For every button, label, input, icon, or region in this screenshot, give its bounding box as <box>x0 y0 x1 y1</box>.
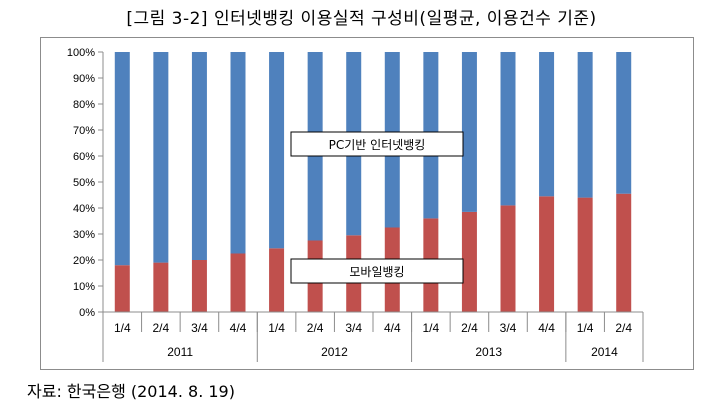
label-mobile-banking-box <box>290 258 464 284</box>
chart-frame: 0% 10% 20% 30% 40% 50% 60% 70% 80% 90% 100% 1/4 2/4… <box>40 37 694 370</box>
bar-mobile-banking <box>616 193 632 312</box>
chart-title: [그림 3-2] 인터넷뱅킹 이용실적 구성비(일평균, 이용건수 기준) <box>126 9 597 29</box>
bar-pc-banking <box>191 52 207 260</box>
bar-pc-banking <box>616 52 632 194</box>
y-tick-label: 20% <box>73 255 95 267</box>
x-category-label: 4/4 <box>538 321 555 335</box>
y-tick-label: 90% <box>73 73 95 85</box>
bar-pc-banking <box>500 52 516 206</box>
y-tick-label: 100% <box>67 47 95 59</box>
x-category-label: 1/4 <box>268 321 285 335</box>
x-category-label: 3/4 <box>191 321 208 335</box>
year-label: 2011 <box>167 345 193 359</box>
x-category-label: 2/4 <box>615 321 632 335</box>
bar-mobile-banking <box>269 248 285 312</box>
x-category-label: 4/4 <box>384 321 401 335</box>
bar-pc-banking <box>539 52 555 197</box>
bar-mobile-banking <box>500 205 516 312</box>
bar-pc-banking <box>230 52 246 254</box>
y-tick-label: 30% <box>73 229 95 241</box>
bar-pc-banking <box>269 52 285 249</box>
x-category-label: 1/4 <box>577 321 594 335</box>
x-category-label: 3/4 <box>500 321 517 335</box>
year-label: 2012 <box>321 345 348 359</box>
bar-mobile-banking <box>461 211 477 312</box>
bar-mobile-banking <box>577 197 593 312</box>
y-tick-label: 80% <box>73 99 95 111</box>
x-category-label: 1/4 <box>423 321 440 335</box>
bar-pc-banking <box>153 52 169 263</box>
y-tick-label: 70% <box>73 125 95 137</box>
label-pc-banking: PC기반 인터넷뱅킹 <box>290 131 464 157</box>
source-note: 자료: 한국은행 (2014. 8. 19) <box>27 382 235 401</box>
bar-pc-banking <box>114 52 130 266</box>
label-pc-banking-text: PC기반 인터넷뱅킹 <box>329 138 426 152</box>
label-mobile-banking: 모바일뱅킹 <box>290 258 464 284</box>
x-category-label: 4/4 <box>230 321 247 335</box>
x-category-label: 2/4 <box>307 321 324 335</box>
bar-pc-banking <box>577 52 593 198</box>
y-tick-label: 10% <box>73 281 95 293</box>
x-category-label: 2/4 <box>153 321 170 335</box>
year-label: 2014 <box>591 345 618 359</box>
x-category-label: 3/4 <box>345 321 362 335</box>
bar-pc-banking <box>461 52 477 212</box>
x-axis: 1/4 2/4 3/4 4/4 1/4 2/4 3/4 4/4 1/4 2/4 3/4 4/4 1/4 2… <box>102 311 644 362</box>
y-tick-label: 60% <box>73 151 95 163</box>
x-category-label: 2/4 <box>461 321 478 335</box>
x-category-label: 1/4 <box>114 321 131 335</box>
bar-mobile-banking <box>191 260 207 312</box>
label-pc-banking-box <box>290 131 464 157</box>
bar-mobile-banking <box>153 262 169 312</box>
y-tick-label: 0% <box>79 307 95 319</box>
y-tick-label: 50% <box>73 177 95 189</box>
year-label: 2013 <box>475 345 502 359</box>
bar-mobile-banking <box>539 196 555 312</box>
y-tick-label: 40% <box>73 203 95 215</box>
y-axis: 0% 10% 20% 30% 40% 50% 60% 70% 80% 90% 100% <box>67 47 104 319</box>
bar-mobile-banking <box>114 265 130 312</box>
stacked-bar-chart: 0% 10% 20% 30% 40% 50% 60% 70% 80% 90% 100% 1/4 2/4… <box>67 47 644 362</box>
bar-mobile-banking <box>230 253 246 312</box>
label-mobile-banking-text: 모바일뱅킹 <box>349 265 404 279</box>
